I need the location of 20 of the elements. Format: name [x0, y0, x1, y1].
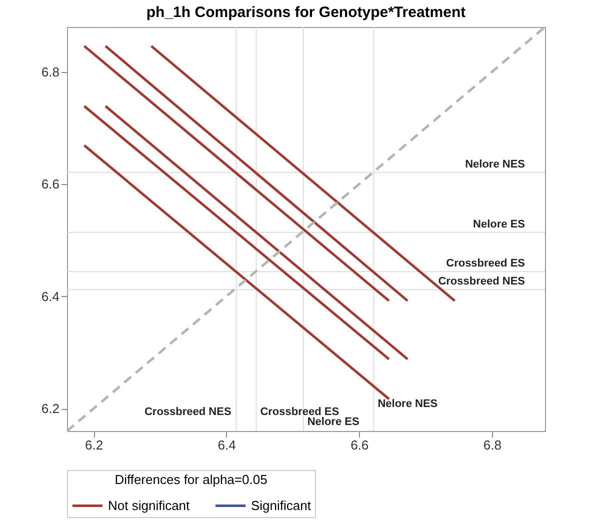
legend-label: Significant — [251, 498, 312, 513]
ref-line-label: Crossbreed ES — [446, 258, 525, 270]
ref-line-label: Crossbreed NES — [438, 276, 525, 288]
x-tick-label: 6.2 — [85, 438, 104, 452]
ref-line-label: Nelore ES — [307, 416, 360, 428]
ref-line-label: Nelore NES — [378, 398, 438, 410]
y-tick-label: 6.2 — [41, 401, 60, 416]
y-tick-label: 6.4 — [41, 288, 60, 304]
ref-line-label: Nelore NES — [465, 158, 525, 170]
chart-title: ph_1h Comparisons for Genotype*Treatment — [146, 4, 466, 21]
x-tick-label: 6.6 — [350, 438, 369, 452]
x-tick-label: 6.4 — [218, 438, 236, 452]
x-tick-label: 6.8 — [483, 438, 502, 452]
y-tick-label: 6.6 — [41, 176, 60, 192]
y-tick-label: 6.8 — [41, 64, 60, 80]
ref-line-label: Nelore ES — [473, 218, 525, 230]
ref-line-label: Crossbreed ES — [260, 406, 340, 418]
legend-title: Differences for alpha=0.05 — [114, 472, 268, 487]
ref-line-label: Crossbreed NES — [144, 406, 232, 418]
legend-label: Not significant — [108, 498, 190, 513]
